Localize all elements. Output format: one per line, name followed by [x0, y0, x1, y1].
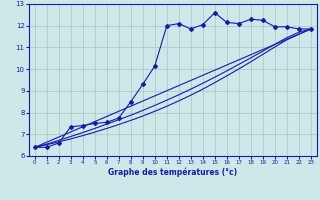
- X-axis label: Graphe des températures (°c): Graphe des températures (°c): [108, 168, 237, 177]
